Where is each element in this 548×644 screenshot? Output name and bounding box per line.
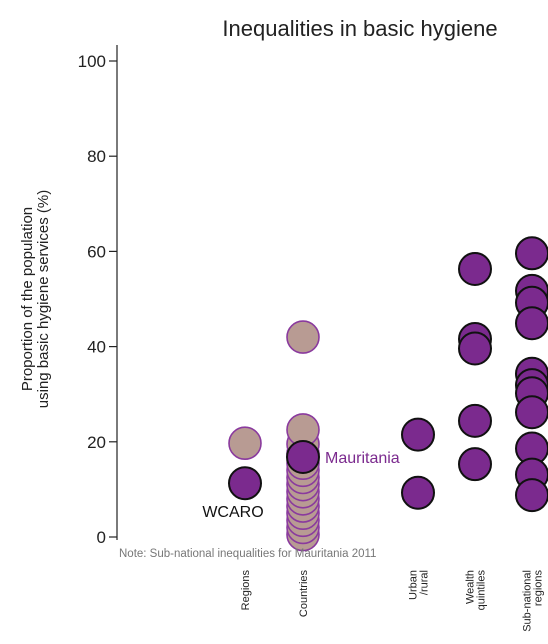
data-point-countries xyxy=(286,320,320,354)
y-tick-label: 40 xyxy=(87,338,106,357)
point-label: WCARO xyxy=(202,504,263,521)
data-point-wealth_quintiles xyxy=(458,252,492,287)
chart-note: Note: Sub-national inequalities for Maur… xyxy=(119,548,376,560)
data-point-urban_rural xyxy=(401,417,435,452)
point-labels: WCARO Mauritania xyxy=(202,450,399,521)
data-point-subnational_regions xyxy=(515,236,548,271)
x-category-label: /rural xyxy=(419,570,431,595)
data-point-wealth_quintiles xyxy=(458,447,492,482)
data-point-regions xyxy=(228,466,262,501)
chart-title: Inequalities in basic hygiene xyxy=(222,16,497,41)
data-point-subnational_regions xyxy=(515,478,548,513)
x-category-label: Urban xyxy=(408,570,420,600)
x-category-label: Regions xyxy=(240,570,252,611)
y-tick-label: 60 xyxy=(87,242,106,261)
data-point-wealth_quintiles xyxy=(458,403,492,438)
x-category-label: Countries xyxy=(298,570,310,618)
data-point-subnational_regions xyxy=(515,395,548,430)
x-category-label: Sub-national xyxy=(522,570,534,632)
y-tick-label: 20 xyxy=(87,433,106,452)
y-tick-label: 80 xyxy=(87,147,106,166)
y-axis-label-line-1: Proportion of the population xyxy=(19,207,36,391)
data-point-urban_rural xyxy=(401,475,435,510)
y-axis-label: Proportion of the population using basic… xyxy=(19,190,52,408)
point-label: Mauritania xyxy=(325,450,400,467)
data-point-regions xyxy=(228,426,262,461)
x-category-label: Wealth xyxy=(465,570,477,604)
y-tick-label: 100 xyxy=(78,52,106,71)
data-point-wealth_quintiles xyxy=(458,331,492,366)
x-axis-categories: Regions Countries Urban/rural Wealth quintil… xyxy=(240,570,545,632)
y-tick-label: 0 xyxy=(97,528,106,547)
data-points xyxy=(228,236,548,552)
data-point-subnational_regions xyxy=(515,306,548,341)
y-axis-ticks: 0 20 40 60 80 100 xyxy=(78,52,117,547)
y-axis-label-line-2: using basic hygiene services (%) xyxy=(35,190,52,408)
x-category-label: quintiles xyxy=(476,570,488,611)
x-category-label: regions xyxy=(533,570,545,607)
data-point-countries xyxy=(286,440,320,475)
